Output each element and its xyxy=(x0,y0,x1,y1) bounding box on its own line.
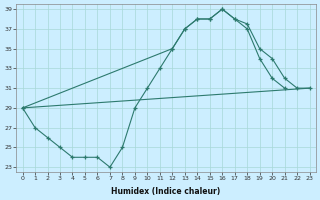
X-axis label: Humidex (Indice chaleur): Humidex (Indice chaleur) xyxy=(111,187,221,196)
